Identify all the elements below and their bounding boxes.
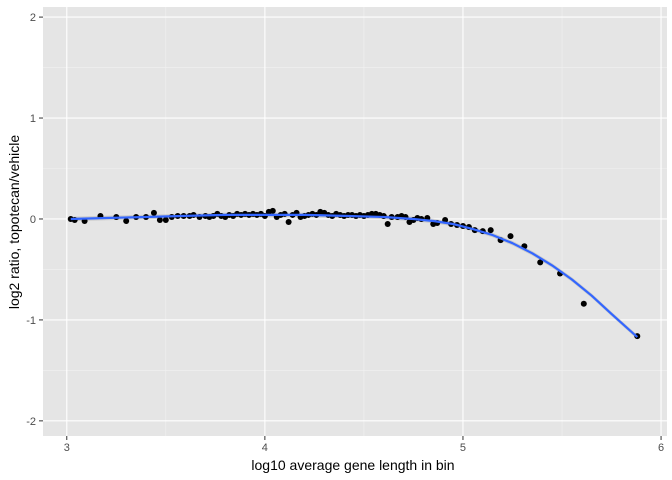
data-point (285, 219, 292, 226)
data-point (537, 259, 544, 266)
y-axis-title: log2 ratio, topotecan/vehicle (6, 135, 22, 310)
x-tick-label: 4 (262, 442, 268, 454)
data-point (580, 300, 587, 307)
data-point (156, 216, 163, 223)
y-tick-label: -1 (26, 315, 36, 327)
y-axis-ticks: -2 -1 0 1 2 (26, 12, 43, 428)
y-tick-label: 1 (30, 113, 36, 125)
x-tick-label: 5 (460, 442, 466, 454)
smooth-line (70, 213, 639, 338)
data-point (384, 221, 391, 228)
plot-panel (43, 7, 667, 436)
x-tick-label: 6 (658, 442, 664, 454)
data-point (507, 233, 514, 240)
minor-gridlines (43, 7, 667, 436)
y-tick-label: -2 (26, 416, 36, 428)
data-point (269, 207, 276, 214)
x-tick-label: 3 (64, 442, 70, 454)
data-point (162, 216, 169, 223)
data-point (487, 227, 494, 234)
data-point (123, 217, 130, 224)
x-axis-title: log10 average gene length in bin (251, 457, 454, 473)
smooth-line-layer (70, 213, 639, 338)
x-axis-ticks: 3 4 5 6 (64, 436, 664, 454)
y-tick-label: 2 (30, 12, 36, 24)
y-tick-label: 0 (30, 214, 36, 226)
data-point (150, 209, 157, 216)
